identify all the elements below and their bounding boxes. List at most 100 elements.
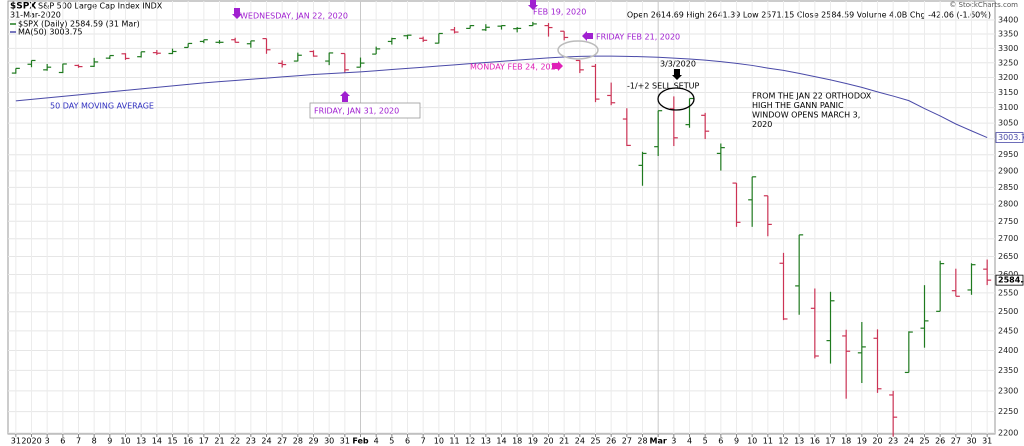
- y-tick-label: 3400: [998, 16, 1018, 25]
- quote: Open 2614.69 High 2641.39 Low 2571.15 Cl…: [627, 11, 991, 20]
- y-tick-label: 2250: [998, 407, 1018, 416]
- credit: © StockCharts.com: [949, 1, 1018, 9]
- last-value-label: 3003.75: [998, 133, 1024, 142]
- annotation-text: MONDAY FEB 24, 2020: [470, 63, 561, 72]
- x-tick-label: 14: [152, 437, 162, 446]
- x-tick-label: 10: [747, 437, 757, 446]
- annotation-arrow: [232, 8, 242, 19]
- x-tick-label: 24: [575, 437, 585, 446]
- annotation-text: FROM THE JAN 22 ORTHODOX: [752, 92, 872, 101]
- y-tick-label: 2950: [998, 150, 1018, 159]
- symbol: $SPX: [10, 2, 36, 12]
- x-tick-label: 3: [671, 437, 676, 446]
- y-tick-label: 2400: [998, 346, 1018, 355]
- x-tick-label: 23: [888, 437, 898, 446]
- x-tick-label: 19: [528, 437, 538, 446]
- x-tick-label: 28: [637, 437, 647, 446]
- x-tick-label: 21: [559, 437, 569, 446]
- x-tick-label: 20: [543, 437, 553, 446]
- annotation-text: FRIDAY FEB 21, 2020: [596, 33, 680, 42]
- last-value-box: [995, 274, 1024, 286]
- x-tick-label: 21: [214, 437, 224, 446]
- y-tick-label: 3150: [998, 88, 1018, 97]
- last-value-box: [995, 132, 1024, 143]
- last-value-label: 2584.59: [998, 276, 1024, 285]
- x-tick-label: 17: [825, 437, 835, 446]
- x-tick-label: Mar: [650, 437, 667, 446]
- moving-average-line: [15, 55, 988, 139]
- y-tick-label: 2700: [998, 234, 1018, 243]
- y-tick-label: 2350: [998, 366, 1018, 375]
- x-tick-label: 2020: [21, 437, 41, 446]
- y-tick-label: 2300: [998, 386, 1018, 395]
- y-tick-label: 3250: [998, 58, 1018, 67]
- y-tick-label: 2600: [998, 270, 1018, 279]
- x-tick-label: 7: [421, 437, 426, 446]
- x-tick-label: 3: [45, 437, 50, 446]
- x-tick-label: 29: [308, 437, 318, 446]
- x-tick-label: 7: [76, 437, 81, 446]
- x-tick-label: Feb: [352, 437, 369, 446]
- annotation-arrow: [340, 91, 350, 102]
- x-tick-label: 9: [734, 437, 739, 446]
- y-tick-label: 2500: [998, 307, 1018, 316]
- annotation-text: WEDNESDAY, JAN 22, 2020: [240, 12, 348, 21]
- x-tick-label: 20: [872, 437, 882, 446]
- x-tick-label: 25: [590, 437, 600, 446]
- y-tick-label: 2750: [998, 217, 1018, 226]
- annotation-arrow: [552, 61, 563, 71]
- x-tick-label: 30: [966, 437, 976, 446]
- x-tick-label: 12: [465, 437, 475, 446]
- y-tick-label: 2800: [998, 200, 1018, 209]
- y-tick-label: 2650: [998, 252, 1018, 261]
- x-tick-label: 27: [951, 437, 961, 446]
- x-tick-label: 24: [261, 437, 271, 446]
- x-tick-label: 17: [199, 437, 209, 446]
- x-tick-label: 9: [107, 437, 112, 446]
- x-tick-label: 6: [60, 437, 65, 446]
- annotation-ellipse: [557, 40, 599, 60]
- y-tick-label: 2900: [998, 166, 1018, 175]
- x-tick-label: 31: [340, 437, 350, 446]
- annotation-text: 50 DAY MOVING AVERAGE: [50, 102, 154, 111]
- y-tick-label: 2200: [998, 429, 1018, 438]
- x-tick-label: 31: [982, 437, 992, 446]
- x-tick-label: 23: [246, 437, 256, 446]
- x-tick-label: 26: [935, 437, 945, 446]
- x-tick-label: 25: [919, 437, 929, 446]
- x-tick-label: 11: [763, 437, 773, 446]
- x-tick-label: 14: [496, 437, 506, 446]
- annotation-box: [309, 102, 421, 119]
- x-tick-label: 6: [405, 437, 410, 446]
- annotation-text: FEB 19, 2020: [533, 8, 586, 17]
- annotation-text: 2020: [752, 120, 772, 129]
- annotation-arrow: [582, 31, 593, 41]
- annotation-text: -1/+2 SELL SETUP: [627, 82, 699, 91]
- x-tick-label: 24: [904, 437, 914, 446]
- annotation-arrow: [672, 69, 682, 80]
- x-tick-label: 13: [481, 437, 491, 446]
- annotation-text: WINDOW OPENS MARCH 3,: [752, 111, 860, 120]
- legend-entry: $SPX (Daily) 2584.59 (31 Mar): [18, 20, 140, 29]
- x-tick-label: 11: [449, 437, 459, 446]
- x-tick-label: 18: [512, 437, 522, 446]
- x-tick-label: 26: [606, 437, 616, 446]
- x-tick-label: 12: [778, 437, 788, 446]
- x-tick-label: 4: [687, 437, 692, 446]
- x-tick-label: 5: [703, 437, 708, 446]
- y-tick-label: 3050: [998, 119, 1018, 128]
- annotation-text: HIGH THE GANN PANIC: [752, 101, 844, 110]
- annotation-ellipse: [657, 87, 695, 111]
- x-tick-label: 27: [622, 437, 632, 446]
- x-tick-label: 6: [718, 437, 723, 446]
- x-tick-label: 18: [841, 437, 851, 446]
- y-tick-label: 2850: [998, 183, 1018, 192]
- x-tick-label: 13: [794, 437, 804, 446]
- y-tick-label: 2450: [998, 326, 1018, 335]
- x-tick-label: 31: [11, 437, 21, 446]
- x-tick-label: 4: [374, 437, 379, 446]
- chart-title: S&P 500 Large Cap Index INDX: [38, 2, 163, 11]
- x-tick-label: 10: [120, 437, 130, 446]
- y-tick-label: 3100: [998, 103, 1018, 112]
